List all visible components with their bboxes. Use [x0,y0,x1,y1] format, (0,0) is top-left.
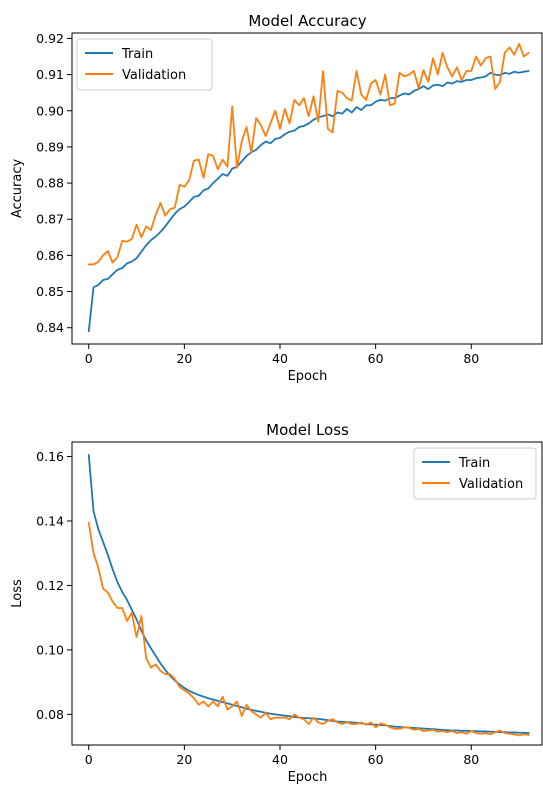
legend-label-validation: Validation [459,477,523,492]
x-tick-label: 20 [176,351,192,366]
series-line-train [87,70,530,333]
plot-frame [71,441,543,746]
series-line-validation [87,521,530,737]
x-tick-label: 40 [272,752,288,767]
legend: Train Validation [413,447,537,500]
x-tick-label: 60 [368,351,384,366]
legend-label-validation: Validation [122,68,186,83]
x-tick-label: 80 [463,752,479,767]
y-tick-label: 0.10 [36,642,64,657]
x-axis-label: Epoch [288,369,328,384]
y-tick-label: 0.84 [36,320,64,335]
legend-label-train: Train [458,456,490,471]
y-tick-label: 0.87 [36,212,64,227]
series-line-validation [87,42,530,266]
chart-title: Model Loss [266,421,349,439]
y-tick-label: 0.12 [36,578,64,593]
y-tick-label: 0.88 [36,176,64,191]
legend: Train Validation [76,38,213,91]
legend-label-train: Train [121,47,153,62]
y-tick-label: 0.91 [36,67,64,82]
x-tick-label: 0 [85,752,93,767]
y-tick-label: 0.16 [36,449,64,464]
legend-box [76,38,213,91]
y-tick-label: 0.85 [36,284,64,299]
x-axis-label: Epoch [288,770,328,785]
legend-box [413,447,537,500]
chart-panel-0: 0 20 40 60 80 0.84 0.85 0.86 0.87 0.88 0.89 0.90 0.9… [10,12,543,384]
x-tick-label: 0 [85,351,93,366]
y-tick-label: 0.90 [36,103,64,118]
x-tick-label: 40 [272,351,288,366]
x-tick-label: 20 [176,752,192,767]
x-tick-label: 60 [368,752,384,767]
plot-frame [71,32,543,345]
y-tick-label: 0.08 [36,707,64,722]
y-tick-label: 0.14 [36,513,64,528]
chart-title: Model Accuracy [248,12,366,30]
y-tick-label: 0.92 [36,31,64,46]
series-line-train [87,453,530,734]
y-axis-label: Accuracy [10,159,25,219]
y-axis-label: Loss [10,579,25,608]
y-tick-label: 0.86 [36,248,64,263]
chart-panel-1: 0 20 40 60 80 0.08 0.10 0.12 0.14 0.16 Model Loss E… [10,421,543,785]
y-tick-label: 0.89 [36,139,64,154]
x-tick-label: 80 [463,351,479,366]
